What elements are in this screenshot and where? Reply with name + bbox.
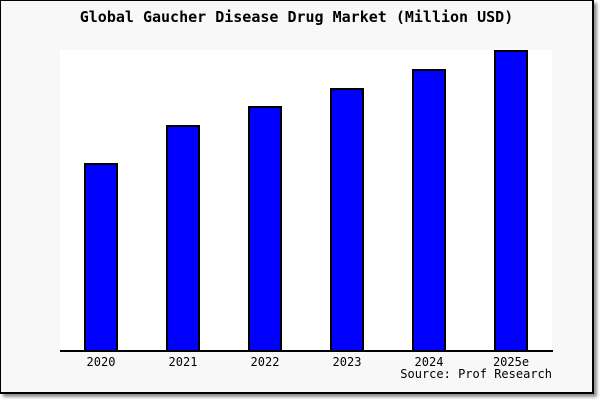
chart-card: Global Gaucher Disease Drug Market (Mill… xyxy=(0,0,594,394)
x-tick-2021: 2021 xyxy=(168,355,198,369)
source-credit: Source: Prof Research xyxy=(400,367,552,381)
x-tick-2020: 2020 xyxy=(86,355,116,369)
chart-title: Global Gaucher Disease Drug Market (Mill… xyxy=(79,8,514,26)
bar-2021 xyxy=(166,125,200,350)
plot-area xyxy=(60,50,552,350)
bar-2024 xyxy=(412,68,446,350)
bar-2023 xyxy=(330,87,364,350)
x-tick-2022: 2022 xyxy=(250,355,280,369)
x-axis-line xyxy=(60,350,553,352)
x-tick-2023: 2023 xyxy=(332,355,362,369)
x-axis-labels: 2020 2021 2022 2023 2024 2025e xyxy=(1,1,592,392)
x-tick-2024: 2024 xyxy=(414,355,444,369)
bar-2022 xyxy=(248,106,282,350)
x-tick-2025e: 2025e xyxy=(492,355,530,369)
bar-2020 xyxy=(84,162,118,350)
bar-2025e xyxy=(494,50,528,350)
